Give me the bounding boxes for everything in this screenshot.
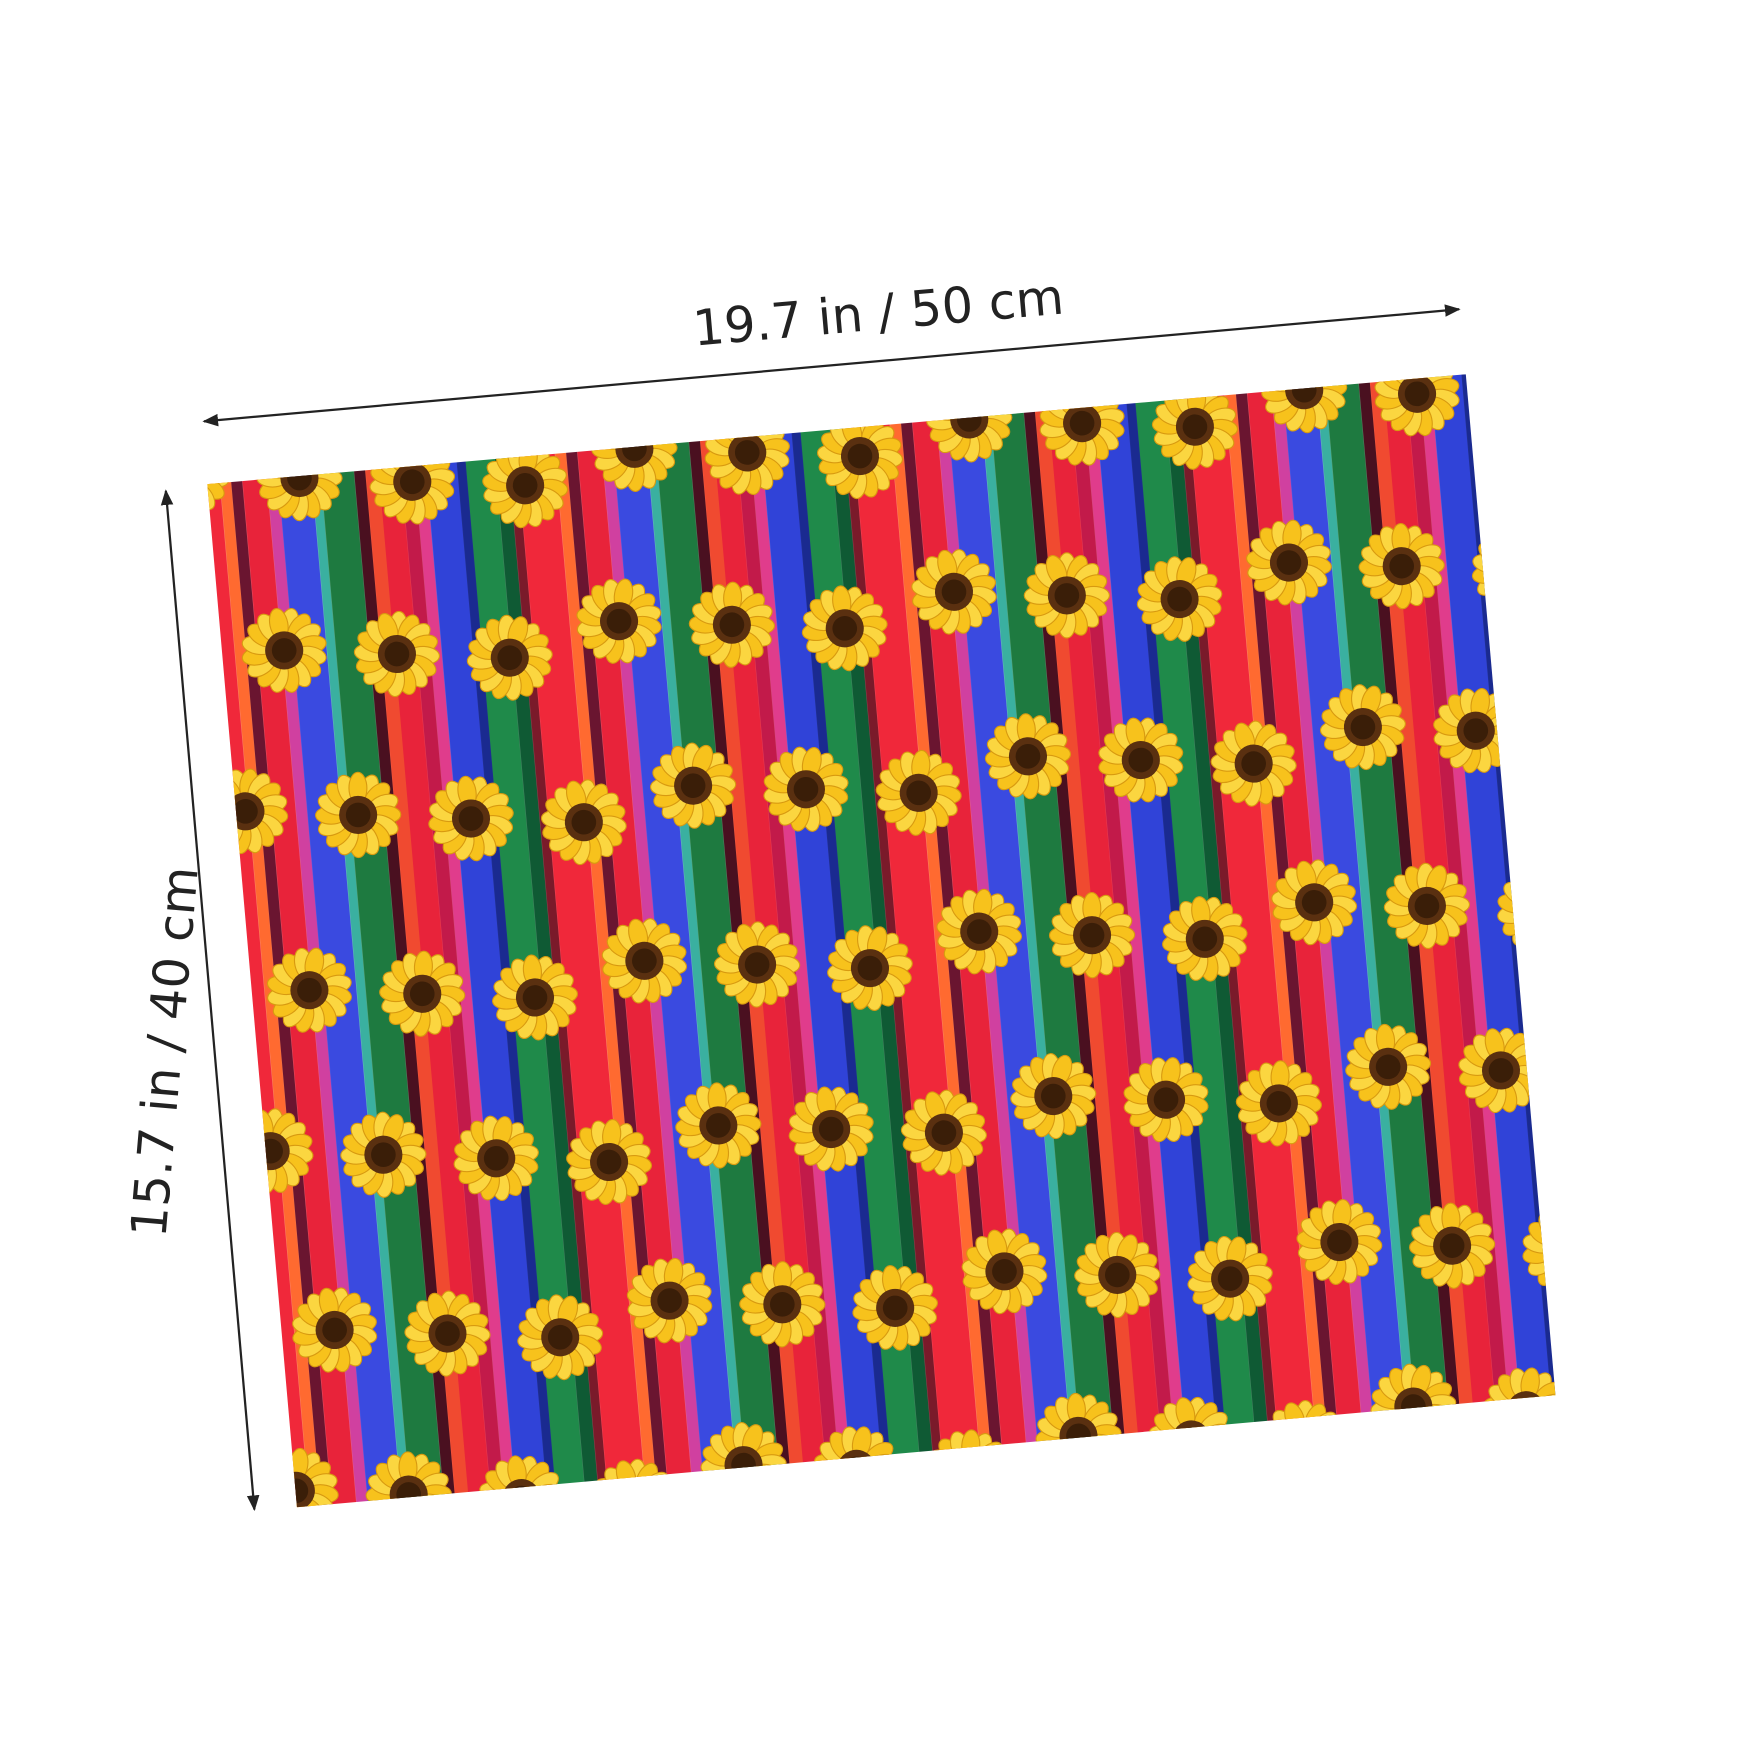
sunflower (207, 1271, 277, 1381)
height-arrow (160, 489, 260, 1512)
sunflower (1023, 552, 1111, 639)
sunflower (713, 920, 802, 1009)
sunflower (1583, 1358, 1695, 1470)
sunflower (187, 1606, 308, 1727)
sunflower (972, 1553, 1088, 1669)
width-label: 19.7 in / 50 cm (690, 267, 1065, 357)
sunflower (1531, 677, 1556, 792)
sunflower (1629, 1167, 1720, 1258)
sunflower (1591, 815, 1706, 930)
sunflower (1577, 487, 1670, 580)
sunflower (1696, 1325, 1737, 1430)
sunflower (1087, 1559, 1198, 1670)
sunflower (533, 1624, 639, 1730)
sunflower (646, 1592, 743, 1689)
sunflower (207, 589, 230, 705)
sunflower (860, 1588, 980, 1708)
fabric (187, 301, 1737, 1730)
sunflower (1642, 1495, 1737, 1609)
width-arrow (202, 304, 1461, 427)
sunflower (1663, 977, 1737, 1097)
sunflower (1531, 1530, 1650, 1649)
sunflower (1318, 1535, 1411, 1628)
sunflower (765, 1601, 851, 1687)
sunflower (1570, 1031, 1657, 1118)
sunflower (1645, 645, 1737, 751)
sunflower (416, 1617, 529, 1730)
height-label: 15.7 in / 40 cm (120, 864, 210, 1239)
sunflower (1484, 374, 1556, 443)
sunflower (1579, 301, 1699, 421)
sunflower (301, 1611, 419, 1729)
sunflower (256, 434, 343, 522)
sunflower (1417, 1525, 1538, 1646)
sunflower (1204, 1567, 1307, 1670)
